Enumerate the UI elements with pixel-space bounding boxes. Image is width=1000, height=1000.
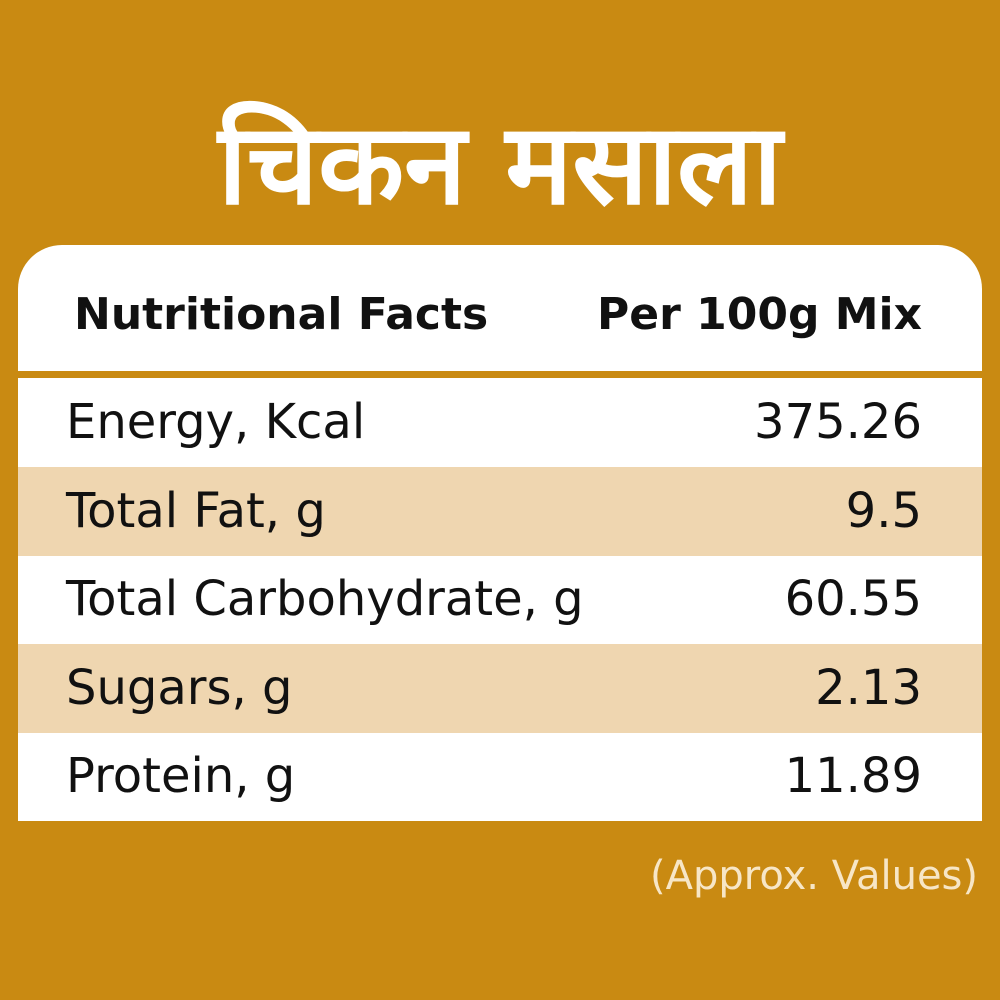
nutrient-name: Sugars, g	[66, 659, 293, 716]
table-row: Total Carbohydrate, g 60.55	[18, 555, 982, 644]
table-row: Protein, g 11.89	[18, 732, 982, 821]
nutrient-name: Protein, g	[66, 748, 296, 805]
table-row: Sugars, g 2.13	[18, 643, 982, 733]
nutrient-name: Total Fat, g	[66, 482, 326, 539]
header-row: Nutritional Facts Per 100g Mix	[18, 245, 982, 371]
nutrition-table: Nutritional Facts Per 100g Mix Energy, K…	[18, 245, 982, 821]
nutrient-value: 9.5	[845, 482, 922, 539]
table-row: Energy, Kcal 375.26	[18, 378, 982, 467]
nutrient-name: Energy, Kcal	[66, 394, 366, 450]
nutrient-value: 60.55	[784, 571, 922, 628]
nutrient-value: 375.26	[754, 394, 922, 450]
header-cell: Per 100g Mix	[596, 289, 922, 340]
nutrient-value: 11.89	[784, 748, 922, 805]
footnote: (Approx. Values)	[650, 853, 978, 899]
separator	[18, 371, 982, 378]
table-row: Total Fat, g 9.5	[18, 466, 982, 556]
header-cell: Nutritional Facts	[74, 289, 489, 340]
title: चिकन मसाला	[218, 100, 782, 230]
nutrient-value: 2.13	[815, 659, 922, 716]
nutrient-name: Total Carbohydrate, g	[66, 571, 584, 628]
